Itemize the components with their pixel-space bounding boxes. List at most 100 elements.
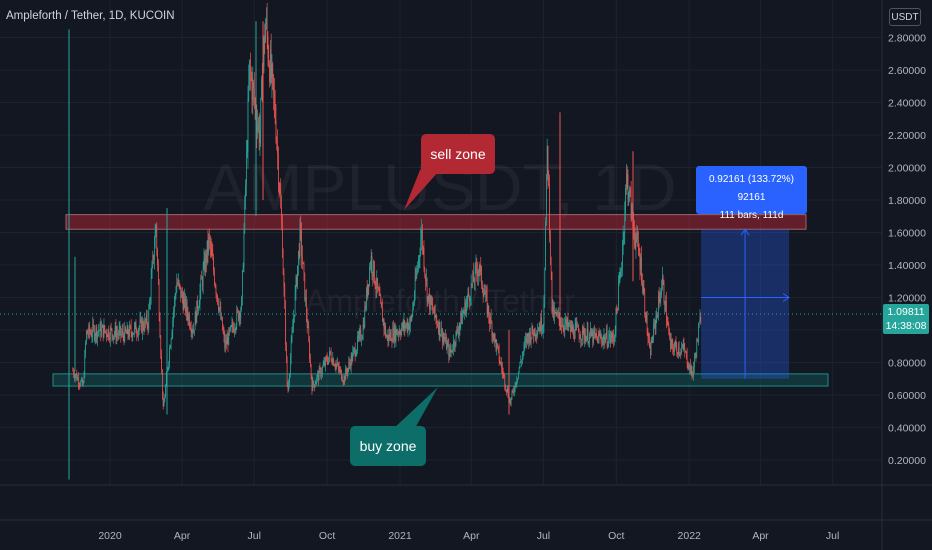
candle-body [483, 293, 485, 297]
y-tick-label: 0.60000 [888, 390, 926, 402]
candle-body [497, 344, 498, 346]
candle-body [247, 98, 249, 153]
candle-body [424, 268, 426, 275]
y-tick-label: 2.00000 [888, 163, 926, 175]
candle-body [198, 304, 200, 309]
candle-body [72, 370, 74, 372]
candle-body [444, 339, 446, 342]
candle-body [204, 258, 206, 273]
candle-body [608, 337, 610, 346]
candle-body [100, 323, 102, 336]
candle-body [147, 325, 149, 329]
candle-body [554, 310, 556, 313]
candle-body [590, 329, 592, 336]
candle-body [450, 350, 452, 353]
candle-body [657, 314, 658, 317]
candle-body [307, 327, 309, 328]
candle-body [402, 322, 403, 329]
candle-body [141, 318, 142, 333]
candle-body [345, 368, 346, 381]
candle-body [110, 328, 111, 340]
candle-body [282, 222, 283, 257]
candle-body [161, 356, 162, 370]
candle-body [234, 329, 236, 331]
candle-body [347, 368, 349, 374]
y-tick-label: 2.80000 [888, 33, 926, 45]
candle-body [336, 364, 338, 366]
candle-body [668, 325, 670, 332]
currency-button[interactable]: USDT [889, 8, 921, 26]
candle-body [434, 305, 435, 314]
candle-body [399, 331, 401, 334]
y-tick-label: 1.40000 [888, 260, 926, 272]
candle-body [332, 358, 334, 364]
candle-body [362, 324, 364, 338]
candle-body [193, 329, 194, 333]
candle-body [482, 284, 483, 291]
candle-body [496, 344, 498, 350]
candle-body [306, 297, 307, 316]
candle-body [691, 366, 693, 375]
candle-body [246, 152, 248, 154]
candle-body [418, 257, 420, 259]
candle-body [549, 183, 550, 235]
candle-body [578, 332, 580, 339]
candle-body [582, 326, 583, 339]
candle-body [312, 381, 314, 391]
candle-body [671, 339, 673, 343]
candle-body [664, 302, 666, 311]
candle-body [611, 333, 613, 338]
candle-body [84, 352, 86, 377]
candle-body [254, 100, 256, 104]
candle-body [551, 271, 553, 312]
candle-body [467, 292, 469, 299]
candle-body [609, 333, 610, 338]
candle-body [167, 367, 169, 370]
candle-body [447, 344, 449, 345]
candle-body [368, 284, 370, 286]
candle-body [422, 248, 424, 249]
candle-body [463, 311, 465, 314]
candle-body [518, 371, 519, 379]
candle-body [610, 337, 612, 341]
candle-body [442, 328, 443, 343]
candle-body [300, 222, 302, 230]
candle-body [445, 336, 446, 342]
candle-body [464, 302, 466, 312]
candle-body [589, 334, 590, 342]
candle-body [568, 325, 570, 327]
candle-body [437, 324, 438, 326]
candle-body [317, 373, 318, 377]
candle-body [258, 121, 260, 144]
candle-body [670, 336, 671, 348]
candle-body [603, 335, 605, 340]
candle-body [339, 369, 341, 371]
candle-body [654, 322, 655, 325]
candle-body [629, 188, 630, 198]
candle-body [202, 279, 203, 287]
candle-body [266, 18, 268, 37]
sell-zone-callout: sell zone [421, 134, 495, 174]
candle-body [226, 340, 227, 345]
candle-body [340, 369, 342, 371]
candle-body [120, 326, 122, 335]
candle-body [560, 324, 562, 326]
candle-body [226, 337, 228, 345]
candle-body [320, 368, 322, 376]
candle-body [98, 331, 99, 332]
candle-body [550, 257, 552, 272]
candle-body [260, 98, 262, 132]
candle-body [472, 272, 474, 285]
candle-body [289, 374, 290, 383]
candle-body [432, 304, 434, 311]
candle-body [380, 295, 382, 303]
candle-body [181, 291, 182, 298]
candle-body [192, 330, 194, 333]
candle-body [591, 332, 593, 336]
candle-body [517, 378, 518, 381]
candle-body [462, 313, 464, 315]
candle-body [185, 296, 186, 313]
candle-body [634, 239, 636, 248]
candle-body [111, 328, 113, 335]
